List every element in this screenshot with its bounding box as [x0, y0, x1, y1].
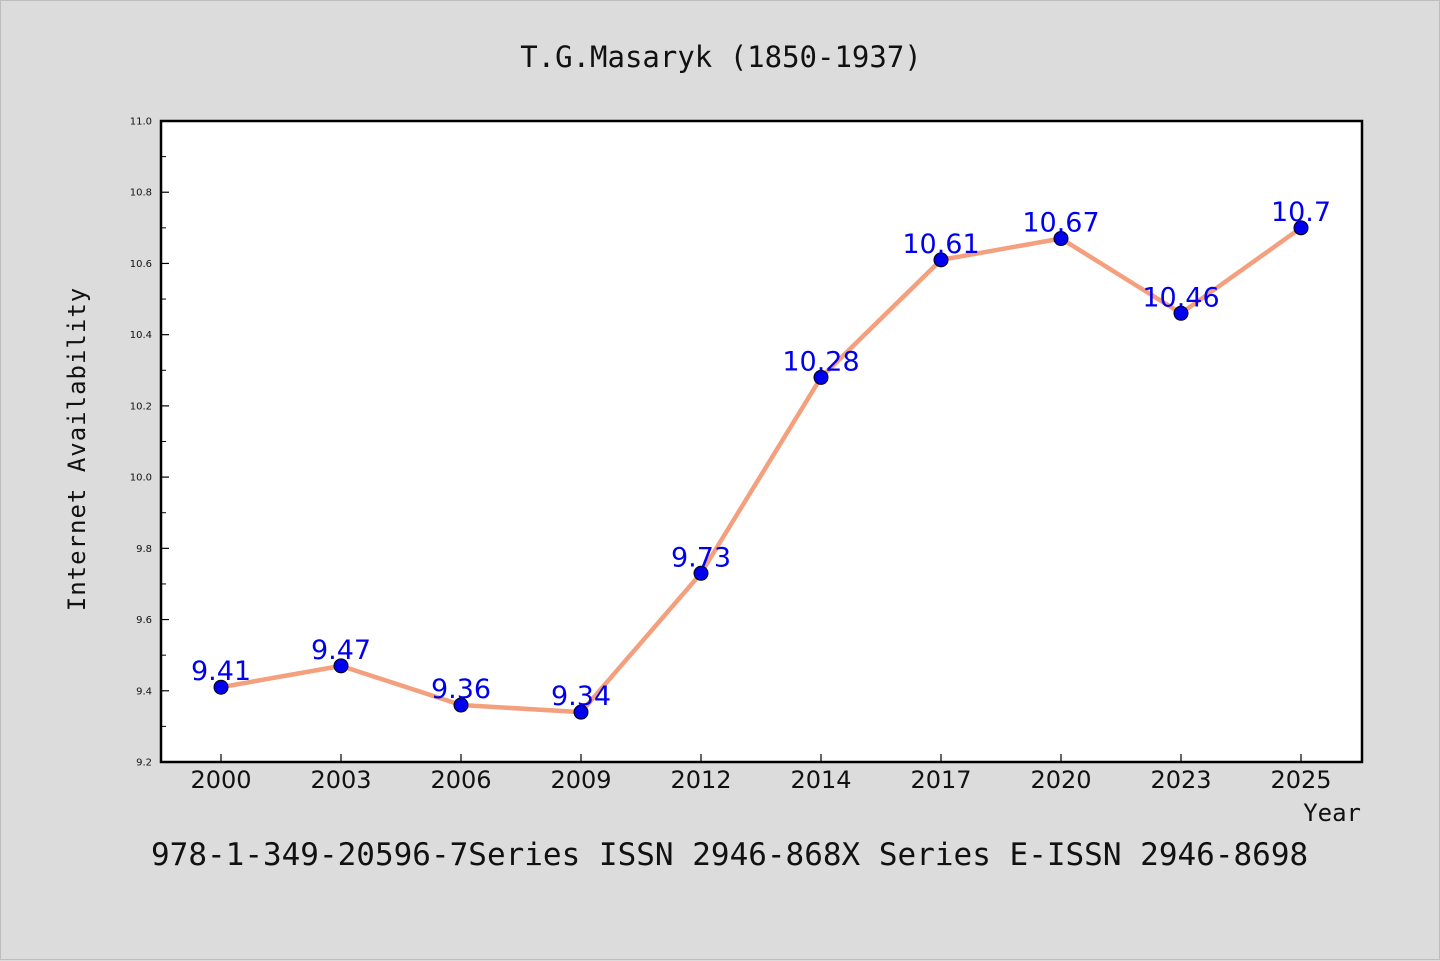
- y-axis-label: Internet Availability: [63, 287, 91, 611]
- y-tick-label: 10.6: [130, 259, 152, 270]
- data-label: 9.47: [311, 635, 371, 666]
- data-markers: [213, 220, 1309, 720]
- x-tick-label: 2020: [1030, 766, 1091, 794]
- chart-title: T.G.Masaryk (1850-1937): [520, 40, 922, 74]
- y-tick-label: 9.4: [136, 686, 152, 697]
- data-label: 9.34: [551, 681, 611, 712]
- x-axis-ticks: 2000 2003 2006 2009 2012 2014 2017 2020 2023 2025: [190, 754, 1332, 794]
- data-label: 9.41: [191, 656, 251, 687]
- data-label: 10.28: [782, 346, 859, 377]
- data-point: [693, 565, 709, 581]
- data-point: [933, 252, 949, 268]
- data-point: [1053, 231, 1069, 247]
- data-point: [573, 704, 589, 720]
- y-tick-label: 9.8: [136, 544, 152, 555]
- x-axis-label: Year: [1303, 799, 1361, 827]
- y-tick-label: 10.4: [130, 330, 152, 341]
- y-tick-label: 11.0: [130, 117, 152, 128]
- footer-isbn-text: 978-1-349-20596-7Series ISSN 2946-868X S…: [151, 837, 1308, 873]
- y-tick-label: 10.0: [130, 473, 152, 484]
- y-tick-label: 9.6: [136, 615, 152, 626]
- x-tick-label: 2012: [670, 766, 731, 794]
- y-tick-label: 10.2: [130, 401, 152, 412]
- x-tick-label: 2003: [310, 766, 371, 794]
- data-label: 10.7: [1271, 197, 1331, 228]
- y-axis-ticks: 9.2 9.4 9.6 9.8 10.0 10.2 10.4 10.6 10.8 11.0: [130, 117, 169, 769]
- plot-area: [161, 121, 1362, 762]
- data-point: [213, 679, 229, 695]
- data-labels: 9.41 9.47 9.36 9.34 9.73 10.28 10.61 10.67 10.46…: [191, 197, 1331, 712]
- data-point: [1293, 220, 1309, 236]
- data-label: 10.46: [1142, 282, 1219, 313]
- x-tick-label: 2017: [910, 766, 971, 794]
- x-tick-label: 2023: [1150, 766, 1211, 794]
- data-label: 10.67: [1022, 208, 1099, 239]
- x-tick-label: 2025: [1270, 766, 1331, 794]
- data-point: [813, 369, 829, 385]
- y-tick-label: 9.2: [136, 758, 152, 769]
- x-tick-label: 2006: [430, 766, 491, 794]
- data-label: 9.36: [431, 674, 491, 705]
- x-tick-label: 2009: [550, 766, 611, 794]
- data-point: [1173, 305, 1189, 321]
- data-label: 10.61: [902, 229, 979, 260]
- y-tick-label: 10.8: [130, 188, 152, 199]
- series-line: [218, 225, 1304, 715]
- plot-border: [159, 119, 1364, 764]
- data-point: [453, 697, 469, 713]
- x-tick-label: 2014: [790, 766, 851, 794]
- data-label: 9.73: [671, 542, 731, 573]
- data-point: [333, 658, 349, 674]
- x-tick-label: 2000: [190, 766, 251, 794]
